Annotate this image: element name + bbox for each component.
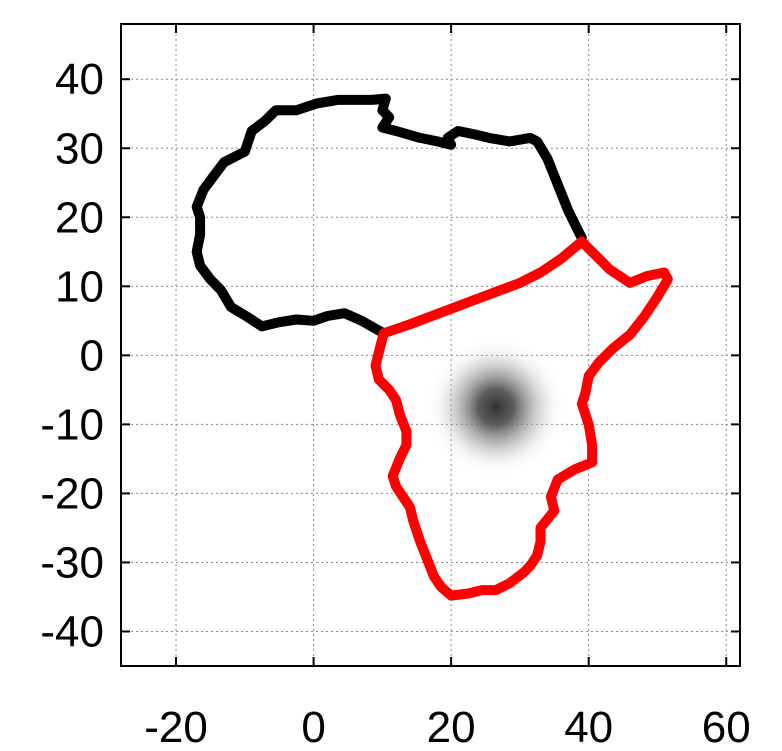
density-blob-mark — [424, 335, 568, 479]
y-tick-label: 0 — [80, 331, 104, 380]
axis-ticks — [121, 24, 740, 666]
y-tick-label: -30 — [40, 538, 104, 587]
y-tick-label: -20 — [40, 469, 104, 518]
x-tick-label: 0 — [301, 703, 325, 751]
y-tick-label: 30 — [55, 124, 104, 173]
y-tick-label: -10 — [40, 400, 104, 449]
x-tick-label: 60 — [702, 703, 751, 751]
y-tick-labels: 40 30 20 10 0 -10 -20 -30 -40 — [40, 55, 104, 656]
plot-frame — [120, 23, 741, 667]
y-tick-label: 10 — [55, 262, 104, 311]
x-tick-label: -20 — [144, 703, 208, 751]
series-line-1 — [370, 236, 673, 601]
density-blob — [424, 335, 568, 479]
x-tick-label: 20 — [427, 703, 476, 751]
series-line-0 — [191, 93, 587, 339]
x-tick-labels: -20 0 20 40 60 — [144, 703, 750, 751]
y-tick-label: 40 — [55, 55, 104, 104]
y-tick-label: 20 — [55, 193, 104, 242]
y-tick-label: -40 — [40, 607, 104, 656]
series-lines — [191, 93, 673, 601]
x-tick-label: 40 — [564, 703, 613, 751]
